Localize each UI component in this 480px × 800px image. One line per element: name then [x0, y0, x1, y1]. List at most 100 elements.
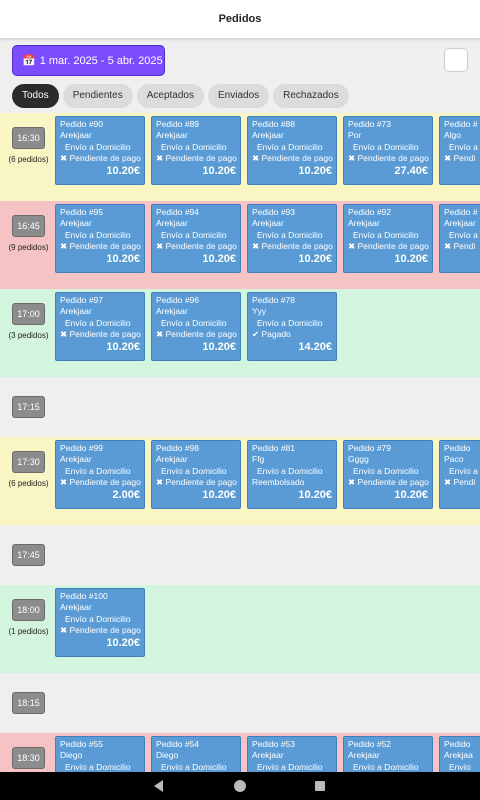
order-customer: Arekjaar: [252, 750, 284, 760]
date-range-button[interactable]: 📅 1 mar. 2025 - 5 abr. 2025: [12, 45, 165, 76]
order-title: Pedido #92: [348, 207, 392, 217]
order-card[interactable]: Pedido # Arekjaar Envío a ✖ Pendi: [439, 204, 480, 273]
order-price: 10.20€: [106, 341, 140, 353]
filter-accepted[interactable]: Aceptados: [136, 84, 204, 108]
order-status: ✖ Pendiente de pago: [60, 153, 141, 163]
order-customer: Arekjaar: [444, 218, 476, 228]
order-customer: Arekjaar: [348, 218, 380, 228]
order-title: Pedido: [444, 443, 471, 453]
time-label: 17:15: [12, 396, 45, 418]
calendar-icon: 📅: [22, 55, 36, 67]
order-customer: Arekjaar: [156, 306, 188, 316]
order-status: ✔ Pagado: [252, 329, 291, 339]
order-price: 10.20€: [298, 489, 332, 501]
order-card[interactable]: Pedido #98 Arekjaar Envío a Domicilio ✖ Pen…: [151, 440, 241, 509]
order-price: 10.20€: [202, 253, 236, 265]
filter-rejected[interactable]: Rechazados: [273, 84, 349, 108]
time-label: 16:45: [12, 215, 45, 237]
order-price: 10.20€: [394, 489, 428, 501]
filter-pending[interactable]: Pendientes: [62, 84, 133, 108]
time-label: 18:30: [12, 747, 45, 769]
order-price: 10.20€: [394, 253, 428, 265]
order-delivery: Envío: [449, 762, 471, 772]
order-customer: Yyy: [252, 306, 267, 316]
time-label: 17:30: [12, 451, 45, 473]
order-customer: Ffg: [252, 454, 265, 464]
order-count: (9 pedidos): [8, 243, 49, 252]
time-label: 18:15: [12, 692, 45, 714]
order-delivery: Envío a: [449, 466, 478, 476]
order-card[interactable]: Pedido #97 Arekjaar Envío a Domicilio ✖ Pen…: [55, 292, 145, 361]
order-title: Pedido #81: [252, 443, 296, 453]
order-card[interactable]: Pedido #96 Arekjaar Envío a Domicilio ✖ Pen…: [151, 292, 241, 361]
order-status: ✖ Pendiente de pago: [156, 329, 237, 339]
order-delivery: Envío a Domicilio: [65, 466, 131, 476]
order-customer: Arekjaar: [156, 454, 188, 464]
order-card[interactable]: Pedido #94 Arekjaar Envío a Domicilio ✖ Pen…: [151, 204, 241, 273]
recents-icon[interactable]: [315, 781, 325, 791]
order-card[interactable]: Pedido #90 Arekjaar Envío a Domicilio ✖ Pen…: [55, 116, 145, 185]
order-delivery: Envío a Domicilio: [257, 762, 323, 772]
order-delivery: Envío a Domicilio: [65, 230, 131, 240]
order-title: Pedido #96: [156, 295, 200, 305]
order-delivery: Envío a Domicilio: [161, 230, 227, 240]
order-status: ✖ Pendiente de pago: [156, 153, 237, 163]
order-customer: Arekjaar: [156, 130, 188, 140]
time-label: 16:30: [12, 127, 45, 149]
order-title: Pedido #99: [60, 443, 104, 453]
order-delivery: Envío a Domicilio: [161, 142, 227, 152]
order-status: ✖ Pendiente de pago: [348, 477, 429, 487]
order-card[interactable]: Pedido #88 Arekjaar Envío a Domicilio ✖ Pen…: [247, 116, 337, 185]
order-title: Pedido #55: [60, 739, 104, 749]
time-slot-row: 18:00 (1 pedidos) Pedido #100 Arekjaar Envío…: [0, 585, 480, 673]
back-icon[interactable]: [154, 780, 163, 792]
order-card[interactable]: Pedido #99 Arekjaar Envío a Domicilio ✖ Pen…: [55, 440, 145, 509]
order-status: ✖ Pendiente de pago: [252, 153, 333, 163]
order-title: Pedido #79: [348, 443, 392, 453]
order-title: Pedido #93: [252, 207, 296, 217]
order-title: Pedido: [444, 739, 471, 749]
order-customer: Diego: [156, 750, 179, 760]
order-delivery: Envío a Domicilio: [161, 762, 227, 772]
order-customer: Arekjaar: [252, 130, 284, 140]
order-status: ✖ Pendiente de pago: [60, 329, 141, 339]
order-delivery: Envío a Domicilio: [161, 318, 227, 328]
order-card[interactable]: Pedido # Algo Envío a ✖ Pendi: [439, 116, 480, 185]
order-delivery: Envío a Domicilio: [65, 318, 131, 328]
order-title: Pedido #: [444, 207, 478, 217]
order-title: Pedido #53: [252, 739, 296, 749]
time-slot-row: 16:45 (9 pedidos) Pedido #95 Arekjaar Envío …: [0, 201, 480, 289]
order-customer: Arekjaar: [60, 306, 92, 316]
toggle-button[interactable]: [444, 48, 468, 72]
time-slot-row: 17:30 (6 pedidos) Pedido #99 Arekjaar Envío …: [0, 437, 480, 525]
filter-sent[interactable]: Enviados: [208, 84, 270, 108]
order-card[interactable]: Pedido #100 Arekjaar Envío a Domicilio ✖ Pe…: [55, 588, 145, 657]
home-icon[interactable]: [234, 780, 246, 792]
order-price: 10.20€: [202, 341, 236, 353]
order-title: Pedido #95: [60, 207, 104, 217]
time-slot-row: 16:30 (6 pedidos) Pedido #90 Arekjaar Envío …: [0, 113, 480, 201]
filter-all[interactable]: Todos: [12, 84, 59, 108]
order-title: Pedido #94: [156, 207, 200, 217]
time-slot-row: 17:45: [0, 525, 480, 585]
order-card[interactable]: Pedido #95 Arekjaar Envío a Domicilio ✖ Pen…: [55, 204, 145, 273]
order-card[interactable]: Pedido #81 Ffg Envío a Domicilio Reembolsad…: [247, 440, 337, 509]
order-status: ✖ Pendiente de pago: [348, 241, 429, 251]
order-card[interactable]: Pedido #93 Arekjaar Envío a Domicilio ✖ Pen…: [247, 204, 337, 273]
order-count: (1 pedidos): [8, 627, 49, 636]
order-card[interactable]: Pedido #79 Gggg Envío a Domicilio ✖ Pendien…: [343, 440, 433, 509]
order-price: 10.20€: [298, 253, 332, 265]
order-card[interactable]: Pedido #73 Por Envío a Domicilio ✖ Pendient…: [343, 116, 433, 185]
order-title: Pedido #97: [60, 295, 104, 305]
order-card[interactable]: Pedido #92 Arekjaar Envío a Domicilio ✖ Pen…: [343, 204, 433, 273]
order-status: ✖ Pendiente de pago: [156, 241, 237, 251]
order-status: ✖ Pendi: [444, 153, 476, 163]
order-card[interactable]: Pedido Paco Envío a ✖ Pendi: [439, 440, 480, 509]
order-status: ✖ Pendiente de pago: [156, 477, 237, 487]
order-status: ✖ Pendi: [444, 241, 476, 251]
order-delivery: Envío a Domicilio: [257, 318, 323, 328]
order-delivery: Envío a Domicilio: [353, 466, 419, 476]
order-card[interactable]: Pedido #89 Arekjaar Envío a Domicilio ✖ Pen…: [151, 116, 241, 185]
order-card[interactable]: Pedido #78 Yyy Envío a Domicilio ✔ Pagado 14…: [247, 292, 337, 361]
order-delivery: Envío a Domicilio: [353, 230, 419, 240]
